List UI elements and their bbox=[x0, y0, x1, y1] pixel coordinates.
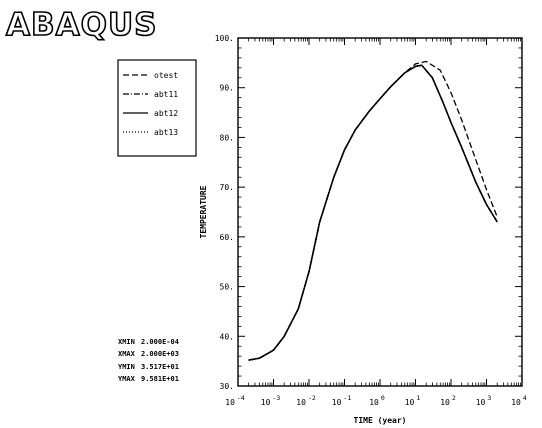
stat-value-xmin: 2.000E-04 bbox=[141, 338, 179, 346]
x-tick-label: 10 -3 bbox=[261, 394, 281, 407]
series-lines bbox=[248, 60, 498, 361]
x-axis-title: TIME (year) bbox=[354, 416, 407, 425]
y-tick-label: 30. bbox=[220, 382, 234, 391]
plot-area: 10 -4 10 -3 10 -2 10 -1 10 0 10 1 10 2 10 3 10 4 30. 40. 50… bbox=[215, 34, 527, 407]
legend: otest abt11 abt12 abt13 bbox=[117, 59, 197, 157]
y-axis-title: TEMPERATURE bbox=[199, 185, 208, 238]
series-line-abt12 bbox=[248, 64, 498, 361]
stat-value-ymin: 3.517E+01 bbox=[141, 363, 179, 371]
stat-key-ymin: YMIN bbox=[118, 363, 135, 371]
abaqus-logo: ABAQUS bbox=[6, 7, 157, 43]
stat-key-ymax: YMAX bbox=[118, 375, 136, 383]
series-line-abt13 bbox=[248, 64, 498, 361]
y-tick-label: 50. bbox=[220, 283, 234, 292]
series-line-abt11 bbox=[248, 64, 498, 361]
x-tick-label: 10 -1 bbox=[332, 394, 352, 407]
x-tick-label: 10 4 bbox=[511, 394, 527, 407]
y-axis: 30. 40. 50. 60. 70. 80. 90. 100. bbox=[215, 34, 522, 391]
stat-key-xmax: XMAX bbox=[118, 350, 136, 358]
y-tick-label: 60. bbox=[220, 233, 234, 242]
x-tick-label: 10 3 bbox=[476, 394, 492, 407]
y-tick-label: 80. bbox=[220, 133, 234, 142]
legend-label-otest: otest bbox=[154, 71, 178, 80]
legend-label-abt11: abt11 bbox=[154, 90, 178, 99]
y-tick-label: 100. bbox=[215, 34, 234, 43]
x-tick-label: 10 2 bbox=[440, 394, 456, 407]
stat-value-ymax: 9.581E+01 bbox=[141, 375, 179, 383]
plot-frame bbox=[237, 37, 523, 387]
y-tick-label: 70. bbox=[220, 183, 234, 192]
x-tick-label: 10 -4 bbox=[225, 394, 245, 407]
x-axis: 10 -4 10 -3 10 -2 10 -1 10 0 10 1 10 2 10 3 10 4 bbox=[225, 38, 527, 407]
stat-value-xmax: 2.000E+03 bbox=[141, 350, 179, 358]
y-tick-label: 90. bbox=[220, 84, 234, 93]
legend-box bbox=[117, 59, 197, 157]
min-max-stats: XMIN 2.000E-04 XMAX 2.000E+03 YMIN 3.517E+01 Y… bbox=[118, 338, 179, 383]
stat-key-xmin: XMIN bbox=[118, 338, 135, 346]
x-tick-label: 10 -2 bbox=[296, 394, 316, 407]
legend-label-abt13: abt13 bbox=[154, 128, 178, 137]
x-tick-label: 10 1 bbox=[405, 394, 421, 407]
y-tick-label: 40. bbox=[220, 332, 234, 341]
legend-label-abt12: abt12 bbox=[154, 109, 178, 118]
x-tick-label: 10 0 bbox=[369, 394, 385, 407]
